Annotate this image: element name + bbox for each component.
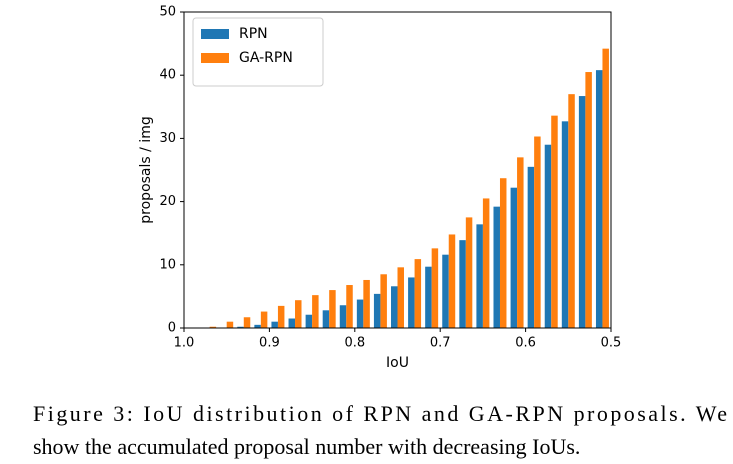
- bar: [329, 290, 336, 328]
- bar: [442, 254, 449, 328]
- bar: [561, 121, 569, 328]
- bar: [595, 70, 603, 329]
- bar: [602, 48, 609, 328]
- bar: [260, 311, 268, 328]
- bar: [288, 318, 296, 328]
- x-axis-label: IoU: [386, 355, 409, 371]
- legend-label: RPN: [239, 26, 268, 42]
- y-tick-label: 20: [159, 194, 176, 209]
- bar: [380, 274, 387, 328]
- bar: [568, 94, 575, 328]
- bar: [578, 96, 586, 328]
- bar: [459, 240, 466, 328]
- bar: [363, 279, 370, 328]
- bar: [226, 321, 234, 328]
- bar: [254, 324, 261, 328]
- axes-frame: [183, 11, 612, 329]
- y-axis-label: proposals / img: [138, 116, 154, 223]
- caption-line: show the accumulated proposal number wit…: [33, 434, 580, 459]
- bar: [339, 305, 347, 328]
- bar: [408, 277, 415, 328]
- x-tick-label: 1.0: [174, 336, 195, 351]
- bar: [431, 248, 439, 328]
- x-tick-label: 0.7: [430, 336, 451, 351]
- x-tick-label: 0.9: [259, 336, 280, 351]
- bar: [277, 305, 285, 328]
- y-tick-label: 10: [159, 257, 176, 272]
- bar: [373, 293, 381, 328]
- bar: [534, 136, 541, 328]
- x-tick-label: 0.8: [344, 336, 365, 351]
- bar: [476, 224, 483, 328]
- bar: [499, 178, 507, 328]
- bar: [465, 217, 473, 328]
- bar: [295, 300, 302, 328]
- x-tick-label: 0.6: [515, 336, 536, 351]
- bar: [448, 234, 456, 328]
- y-tick-label: 40: [159, 68, 176, 83]
- bar: [271, 321, 278, 328]
- bar: [414, 259, 422, 328]
- bar: [544, 144, 552, 328]
- bar: [527, 166, 535, 328]
- bar: [237, 326, 244, 328]
- legend-swatch: [201, 29, 229, 39]
- bar: [322, 310, 330, 328]
- bar: [517, 157, 524, 328]
- bar: [397, 267, 404, 328]
- bar: [482, 198, 490, 328]
- bar: [391, 286, 398, 328]
- bar: [209, 326, 217, 328]
- bar: [312, 295, 319, 328]
- bar: [305, 314, 313, 328]
- bar: [425, 266, 432, 328]
- bar: [243, 317, 251, 328]
- legend-label: GA-RPN: [239, 50, 293, 66]
- y-tick-label: 0: [168, 321, 176, 336]
- bar: [551, 115, 558, 328]
- y-tick-label: 30: [159, 131, 176, 146]
- caption-line: Figure 3: IoU distribution of RPN and GA…: [33, 401, 727, 426]
- x-tick-label: 0.5: [601, 336, 622, 351]
- bar: [493, 206, 500, 328]
- bar: [510, 187, 518, 328]
- legend-swatch: [201, 53, 229, 63]
- y-tick-label: 50: [159, 5, 176, 20]
- bar: [356, 299, 364, 328]
- bar: [585, 72, 592, 328]
- bar: [346, 285, 353, 328]
